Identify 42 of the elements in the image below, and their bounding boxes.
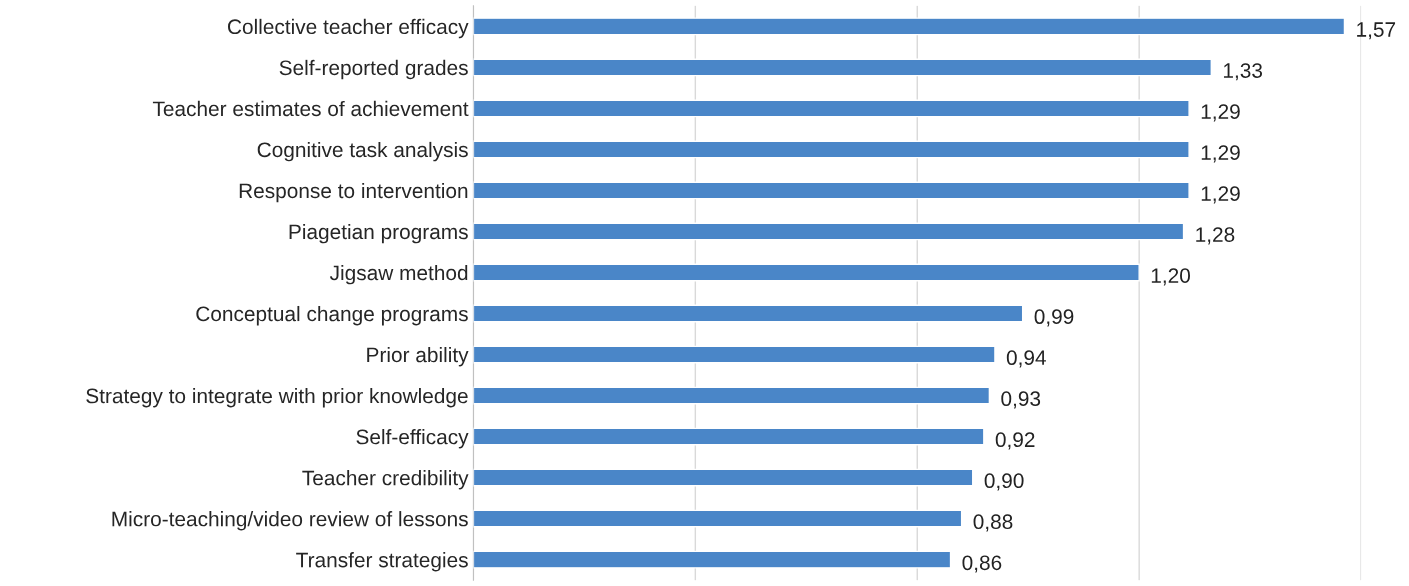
- bar: [473, 550, 952, 569]
- y-tick-label: Transfer strategies: [296, 552, 468, 572]
- data-label: 0,88: [973, 514, 1013, 532]
- bar: [473, 386, 991, 405]
- data-label: 0,93: [1001, 391, 1041, 409]
- bar: [473, 222, 1185, 241]
- data-label: 1,29: [1201, 186, 1240, 204]
- data-label: 1,28: [1196, 227, 1235, 245]
- y-tick-label: Teacher estimates of achievement: [152, 100, 469, 117]
- data-label: 1,29: [1201, 104, 1240, 122]
- data-label: 0,92: [995, 432, 1035, 450]
- bar: [473, 17, 1346, 36]
- bar: [473, 140, 1190, 159]
- data-label: 0,99: [1034, 309, 1074, 327]
- y-tick-label: Response to intervention: [239, 182, 468, 203]
- data-label: 1,33: [1223, 63, 1263, 81]
- data-label: 1,29: [1201, 145, 1240, 163]
- bar: [473, 263, 1140, 282]
- y-tick-label: Prior ability: [367, 346, 469, 367]
- data-label: 1,20: [1151, 268, 1191, 286]
- bar: [473, 345, 996, 364]
- y-tick-label: Conceptual change programs: [196, 305, 468, 326]
- bar: [473, 304, 1024, 323]
- y-tick-label: Piagetian programs: [289, 223, 468, 244]
- y-tick-label: Collective teacher efficacy: [227, 18, 469, 39]
- bar: [473, 427, 985, 446]
- y-tick-label: Self-reported grades: [279, 59, 468, 80]
- y-tick-label: Cognitive task analysis: [257, 141, 468, 162]
- y-tick-label: Self-efficacy: [356, 429, 469, 449]
- data-label: 1,57: [1357, 22, 1396, 40]
- bar: [473, 181, 1190, 200]
- data-label: 0,86: [962, 555, 1002, 573]
- bar: [473, 509, 963, 528]
- data-label: 0,94: [1006, 350, 1046, 368]
- y-tick-label: Jigsaw method: [329, 264, 468, 285]
- y-tick-label: Teacher credibility: [302, 470, 469, 490]
- y-tick-label: Strategy to integrate with prior knowledge: [86, 388, 468, 408]
- bar: [473, 58, 1212, 77]
- data-label: 0,90: [984, 473, 1024, 491]
- bar: [473, 99, 1190, 118]
- y-tick-label: Micro-teaching/video review of lessons: [112, 511, 468, 531]
- bar: [473, 468, 974, 487]
